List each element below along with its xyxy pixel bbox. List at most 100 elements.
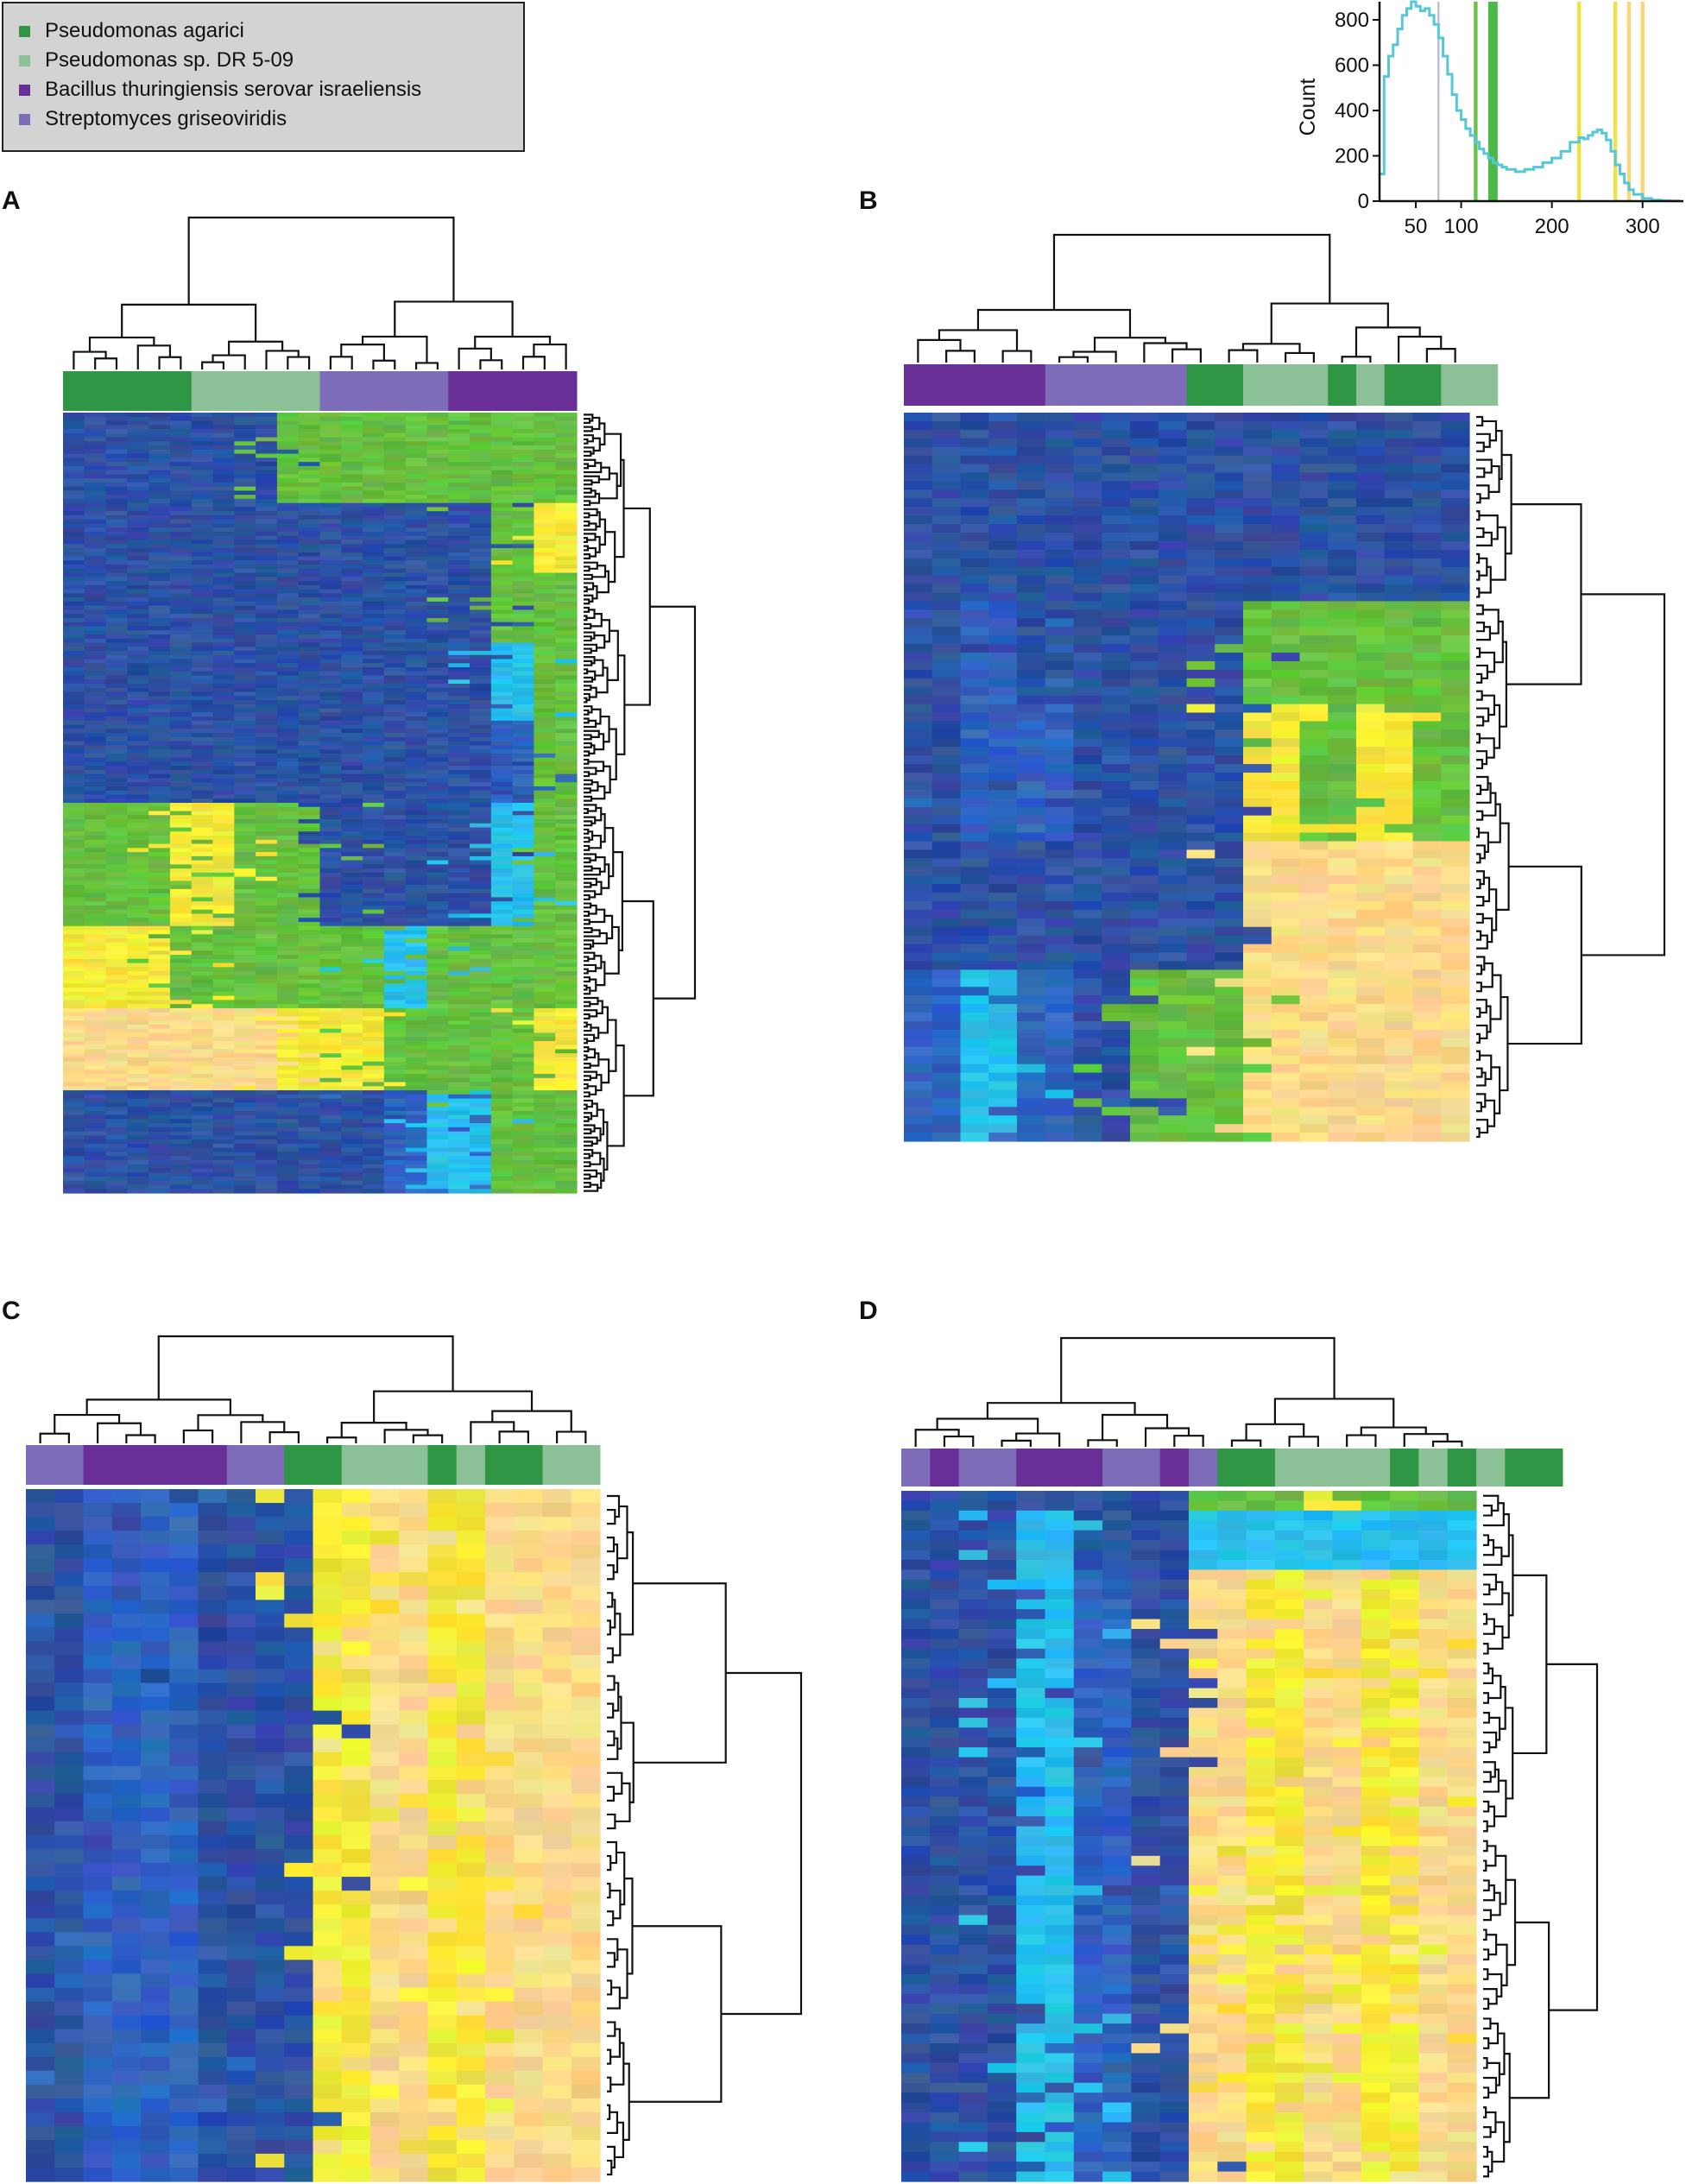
heatmap-cell: [405, 885, 428, 890]
heatmap-cell: [383, 704, 407, 710]
heatmap-cell: [191, 958, 214, 964]
heatmap-cell: [363, 593, 385, 598]
heatmap-cell: [555, 819, 578, 824]
heatmap-cell: [960, 420, 989, 431]
heatmap-cell: [169, 1159, 193, 1165]
heatmap-cell: [931, 438, 962, 448]
heatmap-cell: [555, 1102, 578, 1108]
heatmap-cell: [448, 577, 470, 582]
heatmap-cell: [341, 1131, 363, 1136]
heatmap-cell: [405, 1077, 428, 1083]
heatmap-cell: [256, 1164, 278, 1170]
heatmap-cell: [555, 848, 578, 853]
heatmap-cell: [555, 679, 578, 685]
heatmap-cell: [276, 988, 300, 993]
heatmap-cell: [256, 622, 278, 628]
heatmap-cell: [490, 449, 514, 455]
heatmap-cell: [256, 848, 278, 853]
heatmap-cell: [555, 1189, 578, 1194]
heatmap-cell: [84, 1090, 107, 1095]
heatmap-cell: [470, 556, 492, 561]
row-dendrogram-branch: [584, 767, 597, 775]
heatmap-cell: [84, 1000, 107, 1005]
heatmap-cell: [276, 872, 300, 878]
heatmap-cell: [256, 482, 278, 488]
heatmap-cell: [341, 614, 363, 619]
heatmap-cell: [383, 626, 407, 631]
heatmap-cell: [383, 642, 407, 647]
heatmap-cell: [234, 848, 256, 853]
heatmap-cell: [363, 691, 385, 697]
heatmap-cell: [191, 827, 214, 832]
heatmap-cell: [169, 848, 193, 853]
heatmap-cell: [127, 712, 149, 717]
heatmap-cell: [127, 1045, 149, 1051]
heatmap-cell: [212, 803, 235, 808]
heatmap-cell: [191, 1065, 214, 1070]
heatmap-cell: [234, 1164, 256, 1170]
heatmap-cell: [448, 823, 470, 829]
heatmap-cell: [555, 1139, 578, 1145]
heatmap-cell: [84, 544, 107, 549]
heatmap-cell: [256, 872, 278, 878]
heatmap-cell: [191, 432, 214, 439]
heatmap-cell: [127, 1098, 149, 1103]
heatmap-cell: [256, 749, 278, 754]
heatmap-cell: [512, 724, 535, 729]
heatmap-cell: [212, 745, 235, 750]
heatmap-cell: [276, 708, 300, 713]
heatmap-cell: [84, 478, 107, 483]
heatmap-cell: [127, 733, 149, 738]
heatmap-cell: [490, 413, 514, 418]
heatmap-cell: [319, 1007, 342, 1013]
heatmap-cell: [470, 950, 492, 956]
heatmap-cell: [191, 548, 214, 553]
heatmap-cell: [212, 666, 235, 672]
heatmap-cell: [169, 527, 193, 533]
heatmap-cell: [448, 1147, 470, 1153]
heatmap-cell: [512, 831, 535, 836]
heatmap-cell: [276, 445, 300, 451]
heatmap-cell: [212, 836, 235, 841]
heatmap-cell: [298, 609, 321, 615]
heatmap-cell: [298, 885, 321, 890]
heatmap-cell: [127, 1024, 149, 1030]
heatmap-cell: [276, 1176, 300, 1182]
heatmap-cell: [363, 1176, 385, 1182]
heatmap-cell: [276, 1127, 300, 1133]
heatmap-cell: [84, 1082, 107, 1087]
heatmap-cell: [341, 1086, 363, 1091]
heatmap-cell: [212, 1098, 235, 1103]
heatmap-cell: [148, 465, 171, 471]
heatmap-cell: [448, 1135, 470, 1140]
heatmap-cell: [405, 1040, 428, 1046]
heatmap-cell: [234, 458, 256, 463]
heatmap-cell: [1045, 464, 1075, 474]
heatmap-cell: [363, 630, 385, 635]
heatmap-cell: [105, 741, 128, 746]
heatmap-cell: [555, 827, 578, 832]
heatmap-cell: [490, 708, 514, 713]
heatmap-cell: [341, 1156, 363, 1161]
heatmap-cell: [341, 441, 363, 446]
heatmap-cell: [212, 519, 235, 525]
heatmap-cell: [341, 416, 363, 422]
heatmap-cell: [534, 614, 556, 619]
heatmap-cell: [298, 593, 321, 598]
heatmap-cell: [319, 425, 342, 430]
heatmap-cell: [383, 638, 407, 644]
heatmap-cell: [512, 1114, 535, 1120]
heatmap-cell: [363, 523, 385, 528]
heatmap-cell: [1073, 420, 1102, 431]
heatmap-cell: [534, 1070, 556, 1075]
heatmap-cell: [470, 577, 492, 582]
heatmap-cell: [127, 647, 149, 652]
heatmap-cell: [319, 1040, 342, 1046]
heatmap-cell: [84, 794, 107, 799]
heatmap-cell: [512, 773, 535, 780]
heatmap-cell: [341, 605, 363, 610]
heatmap-cell: [341, 1139, 363, 1145]
heatmap-cell: [105, 425, 128, 430]
heatmap-cell: [234, 864, 256, 869]
heatmap-cell: [169, 531, 193, 537]
